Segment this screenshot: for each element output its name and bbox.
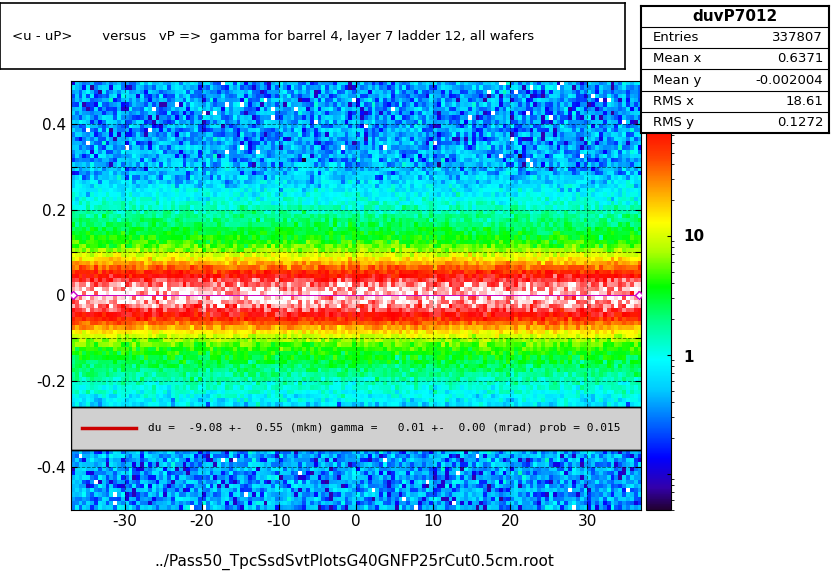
Text: 0.6371: 0.6371	[777, 52, 823, 65]
Text: 1: 1	[683, 350, 694, 365]
Text: RMS x: RMS x	[652, 95, 694, 108]
Text: Mean y: Mean y	[652, 74, 701, 87]
Bar	[71, 406, 641, 449]
Text: 337807: 337807	[772, 31, 823, 44]
Text: <u - uP>       versus   vP =>  gamma for barrel 4, layer 7 ladder 12, all wafers: <u - uP> versus vP => gamma for barrel 4…	[12, 30, 535, 43]
Text: 10: 10	[683, 229, 704, 244]
Text: 18.61: 18.61	[786, 95, 823, 108]
Text: Mean x: Mean x	[652, 52, 701, 65]
Text: 10: 10	[683, 94, 704, 109]
Text: Entries: Entries	[652, 31, 699, 44]
Text: RMS y: RMS y	[652, 116, 694, 129]
Text: du =  -9.08 +-  0.55 (mkm) gamma =   0.01 +-  0.00 (mrad) prob = 0.015: du = -9.08 +- 0.55 (mkm) gamma = 0.01 +-…	[148, 423, 621, 433]
Text: -0.002004: -0.002004	[756, 74, 823, 87]
Text: ../Pass50_TpcSsdSvtPlotsG40GNFP25rCut0.5cm.root: ../Pass50_TpcSsdSvtPlotsG40GNFP25rCut0.5…	[154, 554, 554, 570]
Text: 0.1272: 0.1272	[776, 116, 823, 129]
Text: duvP7012: duvP7012	[692, 9, 778, 24]
